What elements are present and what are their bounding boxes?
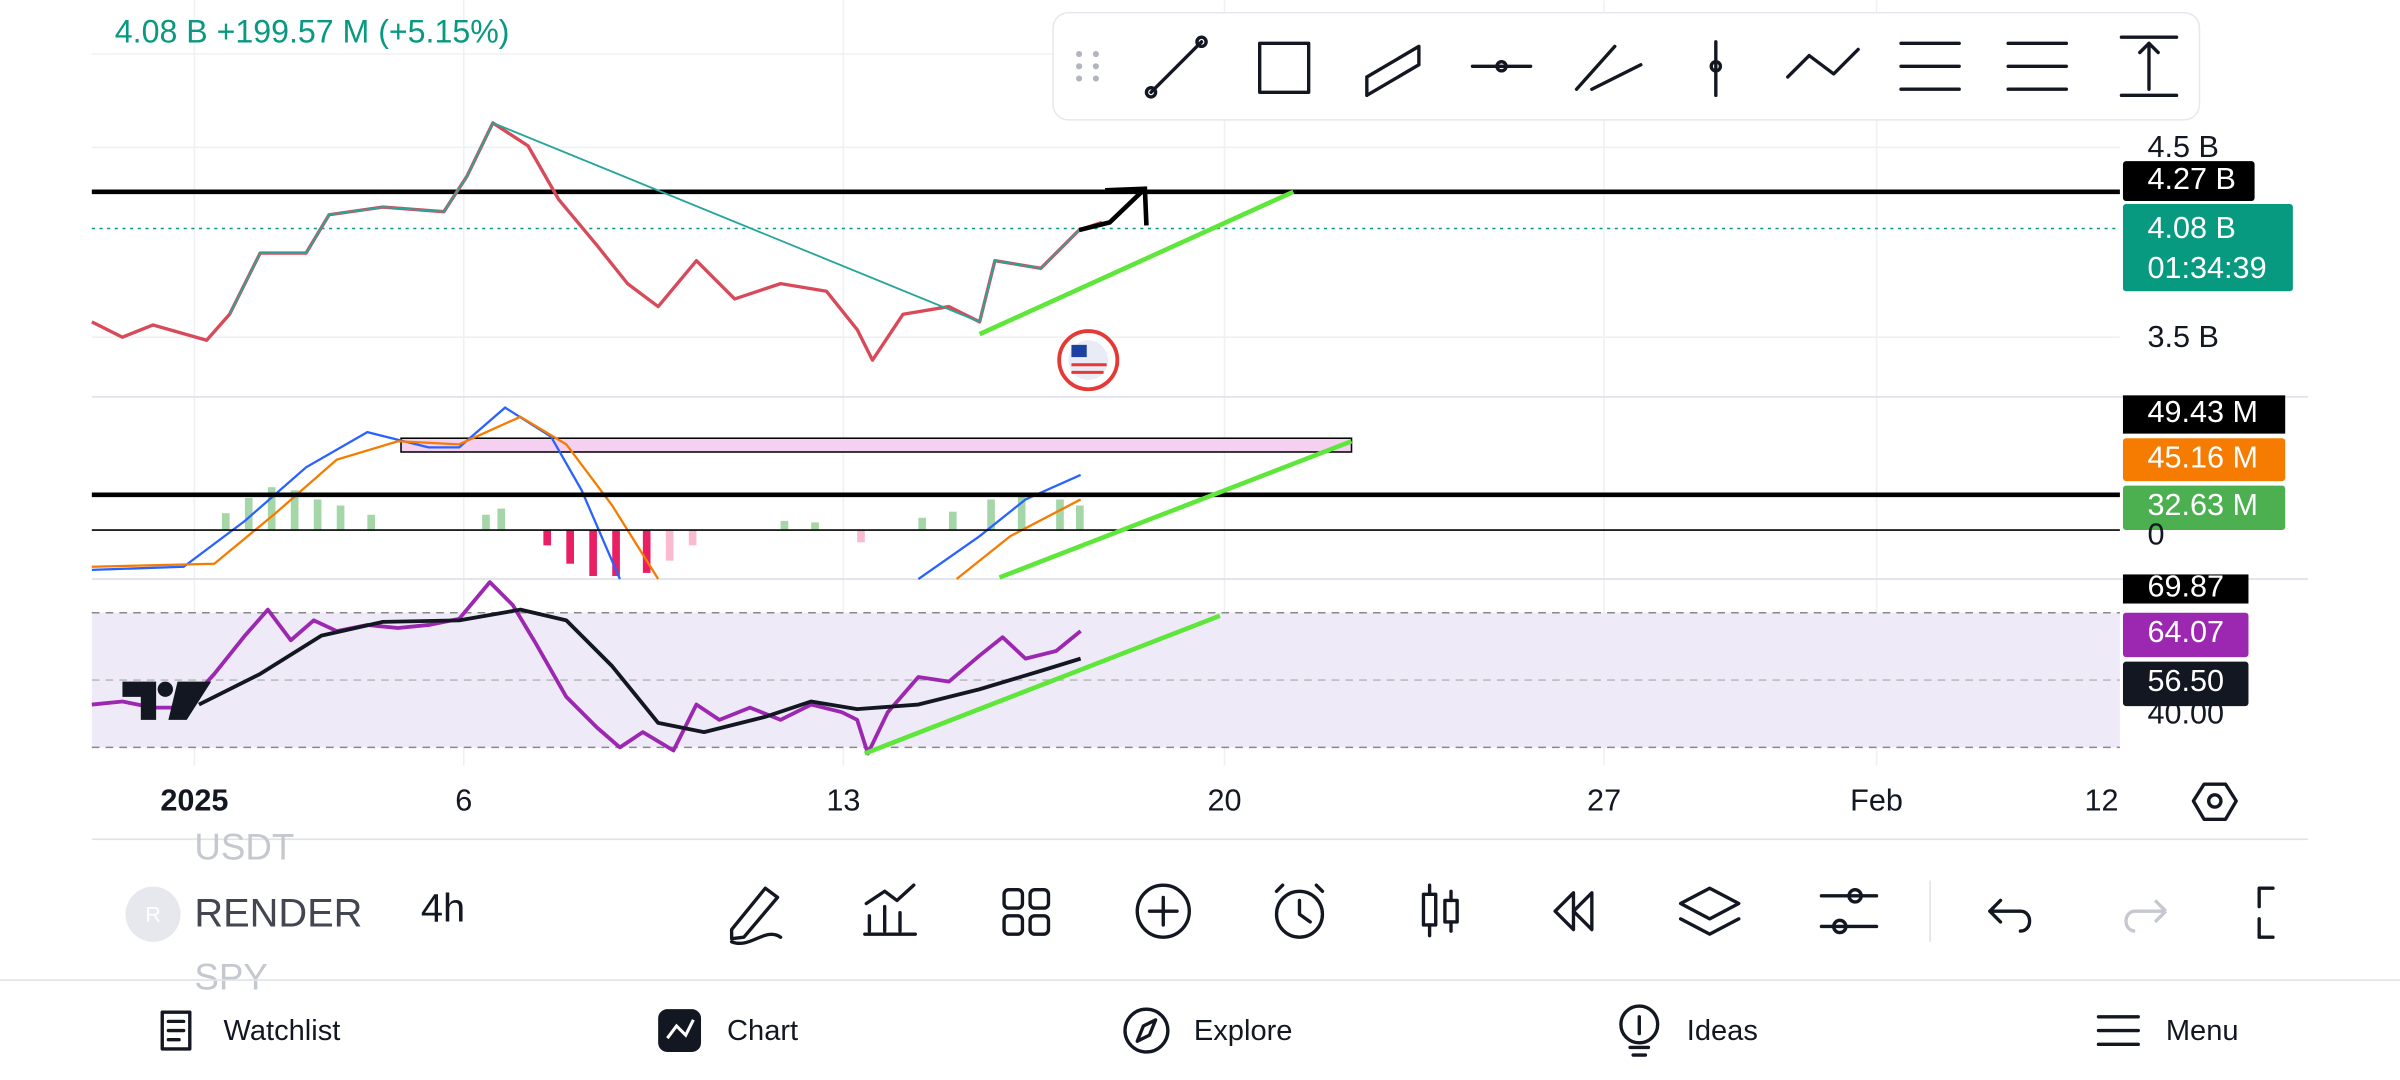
- trendline: [978, 189, 1295, 337]
- nav-explore[interactable]: Explore: [1123, 1007, 1293, 1054]
- drawing-toolbar: [1052, 11, 2201, 121]
- trendline: [863, 613, 1221, 756]
- histogram-badge: [2122, 485, 2286, 531]
- rsi-line: [91, 580, 1082, 756]
- countdown: 01:34:39: [2147, 251, 2266, 285]
- nav-label: Menu: [2166, 1015, 2239, 1047]
- nav-ideas[interactable]: Ideas: [1619, 1004, 1758, 1057]
- current-price-badge: [2122, 204, 2293, 292]
- symbol-next[interactable]: SPY: [194, 957, 267, 998]
- redo[interactable]: [2124, 899, 2168, 933]
- price-series: [91, 121, 1103, 362]
- symbol-icon-letter: R: [145, 902, 160, 926]
- nav-label: Explore: [1194, 1015, 1293, 1047]
- price-info: 4.08 B +199.57 M (+5.15%): [115, 14, 510, 50]
- rsi-label: 64.07: [2147, 615, 2224, 649]
- rsi-label: 56.50: [2147, 664, 2224, 698]
- nav-label: Chart: [727, 1015, 798, 1047]
- volume-label: 0: [2147, 517, 2164, 551]
- time-label: 6: [455, 784, 472, 818]
- volume-label: 49.43 M: [2147, 395, 2258, 429]
- signal-badge: [2122, 438, 2286, 482]
- settings-button[interactable]: [2191, 782, 2238, 822]
- volume-label: 45.16 M: [2147, 441, 2258, 475]
- rsi-label: 69.87: [2147, 569, 2224, 603]
- time-label: Feb: [1850, 784, 1903, 818]
- volume-badge: [2122, 395, 2286, 434]
- rsi-levels: [91, 611, 2120, 749]
- nav-label: Watchlist: [223, 1015, 340, 1047]
- histogram: [221, 487, 1084, 531]
- price-series-up: [228, 121, 1080, 324]
- arrow: [1078, 187, 1147, 233]
- nav-menu[interactable]: Menu: [2096, 1015, 2239, 1047]
- rsi-badge: [2122, 574, 2249, 604]
- time-label: 27: [1587, 784, 1621, 818]
- symbol[interactable]: RENDER: [194, 891, 362, 935]
- current-price: 4.08 B: [2147, 211, 2235, 245]
- time-label: 20: [1207, 784, 1241, 818]
- price-label: 3.5 B: [2147, 320, 2218, 354]
- macd-line: [91, 406, 621, 580]
- volume-label: 32.63 M: [2147, 488, 2258, 522]
- pane-separators: [91, 395, 2309, 841]
- nav-watchlist[interactable]: Watchlist: [160, 1010, 340, 1051]
- toolbar-icons[interactable]: [729, 883, 2275, 945]
- trendline: [998, 439, 1353, 580]
- rsi-label: 40.00: [2147, 696, 2224, 730]
- line-badge: [2122, 161, 2255, 201]
- symbol-prev[interactable]: USDT: [194, 827, 294, 868]
- histogram-negative: [543, 530, 651, 576]
- nav-label: Ideas: [1687, 1015, 1758, 1047]
- symbol-icon: [125, 886, 181, 942]
- time-label: 2025: [160, 784, 228, 818]
- signal-line: [91, 415, 660, 580]
- line-label: 4.27 B: [2147, 162, 2235, 196]
- interval[interactable]: 4h: [421, 887, 465, 931]
- tv-logo: [122, 681, 212, 720]
- rsi-badge: [2122, 612, 2249, 658]
- rsi-ma: [198, 607, 1082, 735]
- nav-chart[interactable]: Chart: [658, 1009, 798, 1052]
- arrow-head: [1105, 186, 1149, 226]
- time-label: 13: [826, 784, 860, 818]
- price-label: 4.5 B: [2147, 130, 2218, 164]
- rectangle-drawing: [400, 437, 1353, 453]
- time-label: 12: [2084, 784, 2118, 818]
- rsi-ma-badge: [2122, 661, 2249, 707]
- event-flag: [1057, 329, 1120, 392]
